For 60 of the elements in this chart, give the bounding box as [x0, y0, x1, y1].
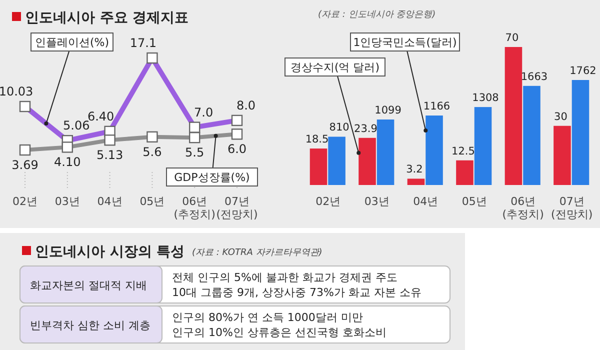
text: 인도네시아 시장의 특성 — [35, 244, 185, 260]
point — [189, 132, 200, 144]
text: 10대 그룹중 9개, 상장사중 73%가 화교 자본 소유 — [172, 286, 422, 299]
data-label: 7.0 — [194, 105, 214, 120]
x-tick-label: 03년 — [54, 195, 80, 208]
data-label: 1099 — [374, 104, 402, 117]
data-label: 8.0 — [236, 98, 256, 112]
data-label: 3.2 — [406, 164, 423, 176]
x-tick-label: 06년 (추정치) — [174, 195, 216, 221]
data-label: 1663 — [520, 70, 548, 83]
bar — [456, 160, 474, 185]
data-label: 1762 — [570, 65, 596, 77]
x-tick-label: 03년 — [364, 195, 390, 208]
point — [146, 131, 158, 142]
x-tick-label: 05년 — [140, 195, 165, 208]
data-label: 5.06 — [63, 118, 90, 133]
bar — [474, 107, 492, 185]
data-label: 5.6 — [142, 144, 162, 159]
text: 화교자본의 절대적 지배 — [30, 279, 147, 292]
data-label: 1166 — [423, 100, 450, 113]
data-label: 18.5 — [305, 134, 329, 146]
text: (자료 : KOTRA 자카르타무역관) — [192, 248, 322, 258]
data-label: 30 — [554, 110, 568, 123]
point — [19, 144, 31, 156]
x-tick-label: 04년 — [413, 195, 438, 208]
x-tick-label: 04년 — [97, 195, 122, 208]
x-tick-label: 02년 — [12, 195, 38, 208]
data-label: 23.9 — [354, 122, 378, 135]
chart-title: 인도네시아 주요 경제지표 — [25, 10, 189, 26]
text: 인구의 80%가 연 소득 1000달러 미만 — [172, 311, 363, 324]
data-label: 10.03 — [0, 84, 34, 99]
data-label: 4.10 — [54, 155, 81, 170]
text: 경상수지(억 달러) — [290, 61, 380, 74]
x-tick-label: 06년 (추정치) — [502, 195, 544, 221]
text: 전체 인구의 5%에 불과한 화교가 경제권 주도 — [172, 271, 398, 284]
text: GDP성장률(%) — [174, 171, 250, 184]
data-label: 1308 — [472, 92, 499, 104]
data-label: 6.0 — [227, 142, 247, 156]
bar — [407, 178, 425, 185]
data-label: 810 — [329, 122, 350, 134]
x-tick-label: 07년 (전망치) — [551, 195, 593, 221]
x-tick-label: 02년 — [316, 195, 341, 208]
text: 1인당국민소득(달러) — [353, 36, 457, 49]
data-label: 5.5 — [185, 146, 204, 160]
text: 인플레이션(%) — [34, 36, 110, 49]
point — [231, 128, 243, 140]
point — [62, 142, 73, 153]
text: (자료 : 인도네시아 중앙은행) — [318, 10, 436, 20]
data-label: 17.1 — [130, 36, 157, 50]
data-label: 6.40 — [87, 109, 114, 124]
data-label: 3.69 — [12, 158, 38, 172]
text: 인구의 10%인 상류층은 선진국형 호화소비 — [172, 326, 386, 339]
text: 빈부격차 심한 소비 계층 — [30, 319, 150, 332]
x-tick-label: 05년 — [462, 195, 487, 208]
data-label: 70 — [505, 32, 519, 44]
point — [104, 134, 116, 146]
data-label: 12.5 — [452, 145, 475, 158]
x-tick-label: 07년 (전망치) — [216, 195, 258, 221]
data-label: 5.13 — [96, 148, 124, 162]
bar — [426, 116, 443, 185]
